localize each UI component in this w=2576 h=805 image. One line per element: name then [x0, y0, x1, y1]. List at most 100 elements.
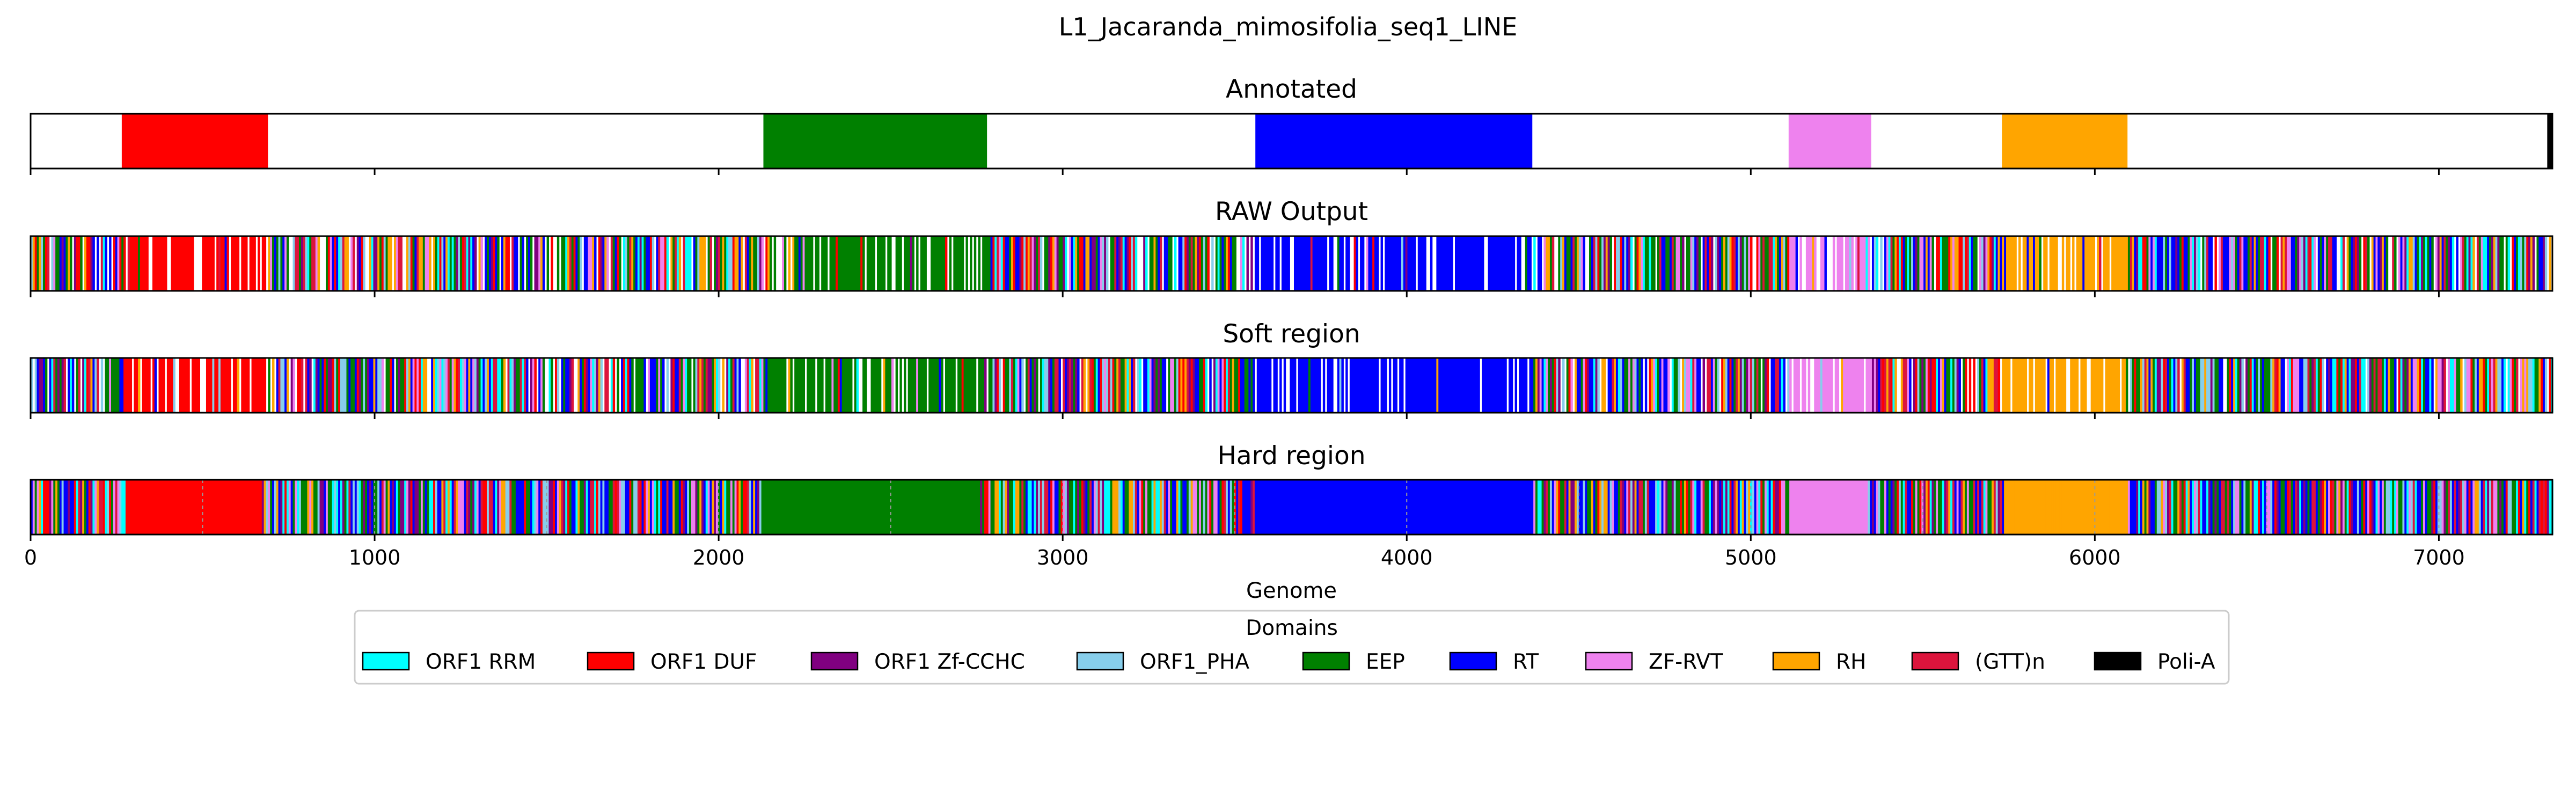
prediction-bar: [2082, 480, 2085, 535]
prediction-bar: [2288, 236, 2292, 291]
prediction-bar: [621, 480, 624, 535]
prediction-bar: [2150, 480, 2153, 535]
prediction-bar: [2214, 480, 2217, 535]
prediction-bar: [1399, 480, 1402, 535]
prediction-bar: [396, 358, 399, 413]
prediction-bar: [2398, 358, 2401, 413]
prediction-bar: [1566, 358, 1569, 413]
prediction-bar: [2431, 480, 2434, 535]
prediction-bar: [123, 480, 126, 535]
prediction-bar: [1337, 236, 1340, 291]
prediction-bar: [1562, 480, 1565, 535]
prediction-bar: [2167, 480, 2170, 535]
prediction-bar: [2253, 358, 2257, 413]
prediction-bar: [810, 358, 814, 413]
prediction-bar: [2158, 480, 2162, 535]
prediction-bar: [1269, 480, 1272, 535]
prediction-bar: [1215, 236, 1218, 291]
prediction-bar: [1995, 236, 1999, 291]
prediction-bar: [968, 358, 970, 413]
prediction-bar: [171, 358, 174, 413]
prediction-bar: [1488, 358, 1490, 413]
prediction-bar: [2115, 480, 2118, 535]
prediction-bar: [1614, 236, 1616, 291]
prediction-bar: [1936, 236, 1938, 291]
prediction-bar: [1498, 236, 1501, 291]
prediction-bar: [2154, 358, 2157, 413]
prediction-bar: [656, 480, 658, 535]
prediction-bar: [1333, 480, 1336, 535]
prediction-bar: [586, 358, 589, 413]
prediction-bar: [2134, 358, 2136, 413]
prediction-bar: [931, 236, 933, 291]
prediction-bar: [2268, 236, 2271, 291]
prediction-bar: [2138, 358, 2141, 413]
prediction-bar: [1868, 480, 1870, 535]
prediction-bar: [2140, 236, 2143, 291]
prediction-bar: [2142, 358, 2145, 413]
prediction-bar: [528, 480, 531, 535]
legend-entry: EEP: [1302, 650, 1405, 674]
prediction-bar: [1322, 480, 1326, 535]
prediction-bar: [369, 358, 372, 413]
prediction-bar: [577, 480, 580, 535]
prediction-bar: [815, 480, 818, 535]
prediction-bar: [235, 236, 238, 291]
prediction-bar: [1661, 236, 1664, 291]
prediction-bar: [899, 480, 902, 535]
prediction-bar: [1997, 480, 2001, 535]
prediction-bar: [2326, 358, 2329, 413]
prediction-bar: [2156, 358, 2160, 413]
prediction-bar: [1455, 236, 1458, 291]
prediction-bar: [1583, 236, 1585, 291]
prediction-bar: [974, 236, 977, 291]
prediction-bar: [961, 236, 964, 291]
prediction-bar: [2363, 236, 2366, 291]
prediction-bar: [1017, 480, 1020, 535]
prediction-bar: [2437, 358, 2440, 413]
prediction-bar: [1477, 236, 1480, 291]
prediction-bar: [1279, 358, 1282, 413]
prediction-bar: [1985, 480, 1988, 535]
prediction-bar: [1009, 358, 1012, 413]
prediction-bar: [2478, 480, 2482, 535]
prediction-bar: [1446, 236, 1450, 291]
prediction-bar: [1576, 480, 1579, 535]
prediction-bar: [2173, 358, 2176, 413]
prediction-bar: [755, 480, 758, 535]
prediction-bar: [1461, 236, 1463, 291]
prediction-bar: [181, 358, 184, 413]
prediction-bar: [1236, 480, 1239, 535]
prediction-bar: [280, 236, 283, 291]
prediction-bar: [1816, 480, 1819, 535]
prediction-bar: [1678, 358, 1680, 413]
prediction-bar: [1657, 480, 1660, 535]
prediction-bar: [173, 358, 175, 413]
prediction-bar: [1807, 236, 1811, 291]
prediction-bar: [2549, 236, 2552, 291]
prediction-bar: [1473, 236, 1476, 291]
prediction-bar: [2107, 236, 2110, 291]
prediction-bar: [41, 358, 43, 413]
prediction-bar: [2249, 480, 2252, 535]
prediction-bar: [1793, 480, 1796, 535]
prediction-bar: [1116, 480, 1119, 535]
prediction-bar: [493, 480, 496, 535]
prediction-bar: [1853, 358, 1856, 413]
prediction-bar: [2278, 480, 2281, 535]
prediction-bar: [771, 358, 774, 413]
prediction-bar: [1554, 480, 1557, 535]
prediction-bar: [1387, 480, 1389, 535]
prediction-bar: [2235, 480, 2238, 535]
prediction-bar: [2544, 236, 2548, 291]
prediction-bar: [1337, 358, 1340, 413]
prediction-bar: [621, 358, 624, 413]
prediction-bar: [1065, 236, 1067, 291]
prediction-bar: [1296, 480, 1299, 535]
prediction-bar: [2383, 358, 2387, 413]
prediction-bar: [1527, 236, 1530, 291]
legend-swatch: [810, 652, 859, 671]
prediction-bar: [606, 480, 609, 535]
prediction-bar: [1884, 480, 1887, 535]
prediction-bar: [2410, 358, 2413, 413]
